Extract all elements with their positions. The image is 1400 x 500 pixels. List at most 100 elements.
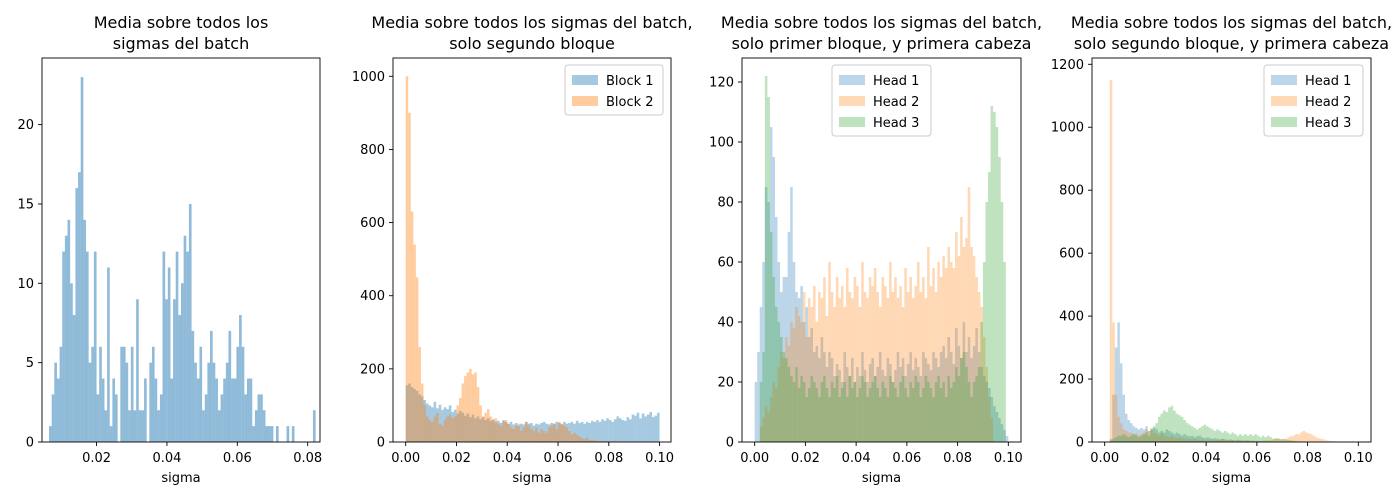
histogram-bar [988,172,991,442]
histogram-bar [906,364,910,442]
histogram-bar [815,388,819,442]
histogram-bar [136,299,139,442]
histogram-bar [646,414,650,442]
histogram-bar [955,367,958,442]
histogram-bar [919,376,923,442]
histogram-bar [1160,430,1164,442]
histogram-bar [1274,438,1278,442]
histogram-bar [901,307,905,442]
histogram-bar [591,420,594,442]
histogram-bar [960,217,963,442]
histogram-bar [525,421,528,442]
histogram-bar [962,247,966,442]
histogram-bar [1208,440,1212,442]
histogram-bar [985,382,989,442]
histogram-bar [167,267,171,442]
histogram-bar [782,358,786,442]
histogram-bar [568,431,571,442]
histogram-bar [851,388,854,442]
histogram-bar [583,423,586,442]
histogram-bar [795,307,798,442]
histogram-bar [555,421,559,442]
histogram-bar [578,422,581,442]
histogram-bar [965,238,968,442]
histogram-bar [59,346,63,442]
histogram-bar [1241,435,1245,442]
histogram-bar [1282,438,1285,442]
histogram-bar [606,418,609,442]
histogram-bar [1160,413,1164,442]
histogram-bar [1264,437,1268,442]
histogram-bar [924,358,928,442]
histogram-bar [805,307,808,442]
histogram-bar [828,352,831,442]
y-tick-label: 200 [1059,373,1084,388]
histogram-bar [558,422,561,442]
histogram-bar [998,418,1001,442]
histogram-bar [611,421,614,442]
histogram-bar [787,346,791,442]
histogram-bar [75,188,79,442]
histogram-bar [603,420,607,442]
histogram-bar [1135,435,1138,442]
histogram-bar [634,415,637,442]
s3-series [759,76,1006,442]
histogram-bar [244,394,247,442]
histogram-bar [975,277,978,442]
histogram-bar [759,307,763,442]
histogram-bar [1165,412,1169,442]
histogram-bar [428,405,432,442]
histogram-bar [838,397,841,442]
x-tick-label: 0.04 [1192,451,1221,466]
histogram-bar [957,376,961,442]
histogram-bar [509,421,513,442]
histogram-bar [985,202,989,442]
histogram-bar [1175,432,1179,442]
y-tick-label: 80 [717,196,734,211]
histogram-bar [843,382,846,442]
histogram-bar [792,262,796,442]
histogram-bar [1185,439,1189,442]
histogram-bar [1150,427,1153,442]
histogram-bar [823,277,826,442]
histogram-bar [239,315,242,442]
histogram-bar [494,421,498,442]
histogram-bar [532,431,536,442]
histogram-bar [980,322,983,442]
histogram-bar [588,422,592,442]
histogram-bar [848,376,852,442]
histogram-bar [764,76,768,442]
x-tick-label: 0.06 [544,451,573,466]
histogram-bar [1289,436,1293,442]
histogram-bar [104,410,108,442]
histogram-bar [845,268,849,442]
histogram-bar [800,322,803,442]
histogram-bar [772,382,775,442]
histogram-bar [56,378,60,442]
histogram-bar [1279,438,1283,442]
histogram-bar [537,432,541,442]
histogram-bar [939,277,943,442]
histogram-bar [1307,433,1311,442]
histogram-bar [769,232,773,442]
histogram-bar [1213,438,1217,442]
histogram-bar [858,307,862,442]
histogram-bar [552,423,556,442]
histogram-bar [1249,441,1252,442]
histogram-bar [249,378,253,442]
histogram-bar [1287,437,1290,442]
histogram-bar [764,406,768,442]
axes-frame [741,57,1022,443]
histogram-bar [848,376,852,442]
histogram-bar [183,235,187,442]
histogram-bar [459,410,462,442]
histogram-bar [486,409,490,442]
histogram-bar [519,431,523,442]
histogram-bar [881,277,885,442]
histogram-bar [960,358,963,442]
histogram-bar [471,374,475,442]
histogram-bar [1244,440,1247,442]
histogram-bar [884,376,887,442]
histogram-bar [446,409,449,442]
histogram-bar [128,410,131,442]
